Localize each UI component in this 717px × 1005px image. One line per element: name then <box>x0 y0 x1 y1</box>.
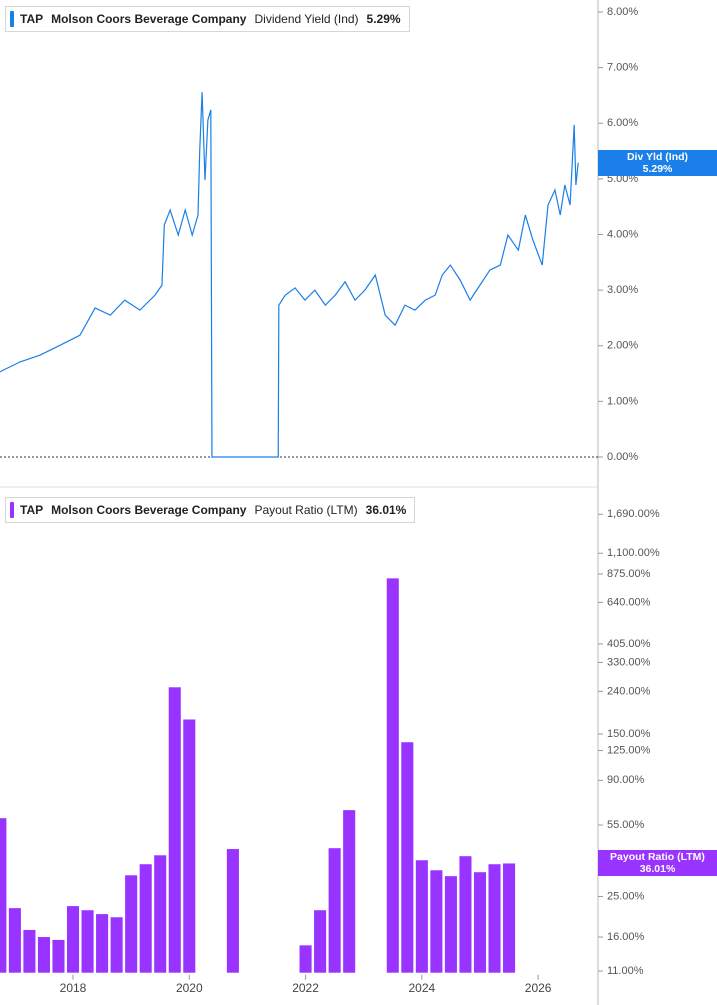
company: Molson Coors Beverage Company <box>51 503 247 517</box>
series-name: Payout Ratio (LTM) <box>254 503 358 517</box>
bar <box>343 810 356 973</box>
y-tick-label: 640.00% <box>607 596 651 608</box>
bar <box>139 864 152 973</box>
bar <box>488 864 501 973</box>
series-value: 36.01% <box>365 503 407 517</box>
bar <box>168 687 181 973</box>
bar <box>401 742 414 973</box>
y-tick-label: 150.00% <box>607 728 651 740</box>
bar <box>444 876 457 973</box>
legend-swatch <box>10 11 14 27</box>
company: Molson Coors Beverage Company <box>51 12 247 26</box>
y-tick-label: 5.00% <box>607 173 638 185</box>
y-tick-label: 4.00% <box>607 228 638 240</box>
bar <box>154 855 167 973</box>
y-tick-label: 90.00% <box>607 774 645 786</box>
y-tick-label: 7.00% <box>607 62 638 74</box>
y-tick-label: 16.00% <box>607 931 645 943</box>
bar <box>37 937 50 973</box>
bar <box>183 719 196 973</box>
badge-name: Payout Ratio (LTM) <box>610 851 705 864</box>
legend: TAP Molson Coors Beverage Company Payout… <box>5 497 416 523</box>
bar <box>66 906 80 973</box>
y-tick-label: 405.00% <box>607 638 651 650</box>
y-tick-label: 8.00% <box>607 6 638 18</box>
line <box>0 92 579 458</box>
y-tick-label: 25.00% <box>607 890 645 902</box>
series-value: 5.29% <box>366 12 401 26</box>
y-tick-label: 240.00% <box>607 685 651 697</box>
bar <box>314 910 327 973</box>
x-tick-label: 2020 <box>176 981 203 995</box>
y-tick-label: 330.00% <box>607 656 651 668</box>
y-tick-label: 11.00% <box>607 965 644 977</box>
y-tick-label: 1.00% <box>607 395 638 407</box>
bar <box>226 849 239 973</box>
y-tick-label: 1,100.00% <box>607 547 660 559</box>
bar <box>110 917 123 973</box>
x-tick-label: 2024 <box>408 981 435 995</box>
badge-value: 5.29% <box>642 162 673 175</box>
ticker: TAP <box>20 12 44 26</box>
y-tick-label: 6.00% <box>607 117 638 129</box>
bar <box>81 910 94 973</box>
bar <box>430 870 443 973</box>
x-tick-label: 2022 <box>292 981 319 995</box>
y-tick-label: 1,690.00% <box>607 508 660 520</box>
bar <box>8 908 21 973</box>
x-tick-label: 2018 <box>60 981 87 995</box>
bar <box>125 875 138 973</box>
bar <box>299 945 312 973</box>
x-tick-label: 2026 <box>525 981 552 995</box>
bar <box>52 939 65 973</box>
series-name: Dividend Yield (Ind) <box>254 12 359 26</box>
y-tick-label: 125.00% <box>607 744 651 756</box>
bar <box>0 818 7 973</box>
badge-name: Div Yld (Ind) <box>626 150 689 163</box>
bar <box>473 872 487 973</box>
bar <box>415 860 428 973</box>
bar <box>23 929 36 973</box>
y-tick-label: 3.00% <box>607 284 638 296</box>
y-tick-label: 2.00% <box>607 340 638 352</box>
y-tick-label: 875.00% <box>607 568 651 580</box>
legend: TAP Molson Coors Beverage Company Divide… <box>5 6 410 32</box>
y-tick-label: 55.00% <box>607 819 645 831</box>
bar <box>328 848 341 973</box>
bar <box>459 856 472 973</box>
legend-swatch <box>10 502 14 518</box>
bar <box>386 578 399 973</box>
y-tick-label: 0.00% <box>607 451 638 463</box>
bar <box>503 863 516 973</box>
last-value-badge: Div Yld (Ind) 5.29% <box>598 149 717 176</box>
ticker: TAP <box>20 503 44 517</box>
badge-value: 36.01% <box>639 863 676 876</box>
last-value-badge: Payout Ratio (LTM) 36.01% <box>598 850 717 877</box>
bar <box>96 914 109 973</box>
